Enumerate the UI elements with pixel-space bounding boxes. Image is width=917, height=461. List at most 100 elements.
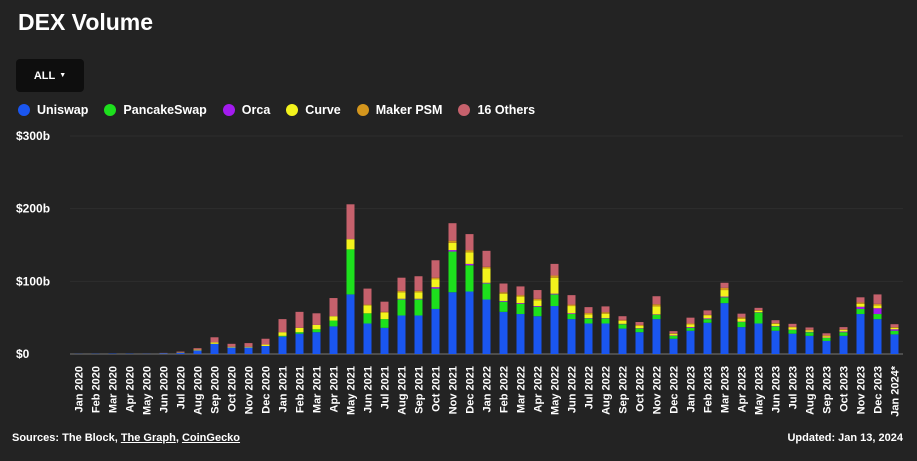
- bar-orca: [533, 306, 542, 307]
- bar-pancakeswap: [380, 319, 389, 328]
- bar-maker-psm: [601, 312, 610, 314]
- coingecko-link[interactable]: CoinGecko: [181, 432, 241, 444]
- bar-16-others: [533, 290, 542, 299]
- legend-dot-icon: [104, 104, 117, 116]
- bar-uniswap: [601, 323, 610, 354]
- bar-16-others: [193, 348, 202, 350]
- bar-pancakeswap: [465, 265, 474, 292]
- bar-curve: [295, 327, 304, 333]
- x-tick-label: Jun 2021: [363, 366, 375, 413]
- bar-uniswap: [159, 353, 168, 354]
- y-tick-label: $200b: [16, 202, 50, 216]
- bar-curve: [720, 290, 729, 297]
- bar-orca: [397, 298, 406, 300]
- bar-16-others: [329, 298, 338, 317]
- bar-pancakeswap: [312, 329, 321, 333]
- bar-curve: [584, 314, 593, 319]
- x-tick-label: Oct 2022: [635, 366, 647, 412]
- bar-uniswap: [346, 294, 355, 354]
- bar-maker-psm: [635, 324, 644, 327]
- page-title: DEX Volume: [18, 9, 154, 35]
- bar-uniswap: [329, 326, 338, 354]
- bar-curve: [703, 315, 712, 319]
- bar-pancakeswap: [873, 314, 882, 320]
- bar-uniswap: [295, 333, 304, 354]
- x-tick-label: Nov 2023: [856, 366, 868, 414]
- bar-pancakeswap: [516, 303, 525, 315]
- bar-uniswap: [448, 292, 457, 354]
- legend-item-orca[interactable]: Orca: [222, 103, 270, 117]
- bar-16-others: [550, 263, 559, 276]
- x-tick-label: Jan 2021: [278, 366, 290, 412]
- bar-maker-psm: [414, 290, 423, 293]
- bar-maker-psm: [652, 304, 661, 307]
- bar-uniswap: [380, 327, 389, 354]
- x-tick-label: Jul 2023: [788, 366, 800, 409]
- x-tick-label: Feb 2021: [295, 366, 307, 413]
- bar-maker-psm: [397, 290, 406, 293]
- bar-uniswap: [720, 303, 729, 354]
- bar-curve: [397, 292, 406, 299]
- bar-maker-psm: [822, 335, 831, 337]
- bar-maker-psm: [737, 317, 746, 319]
- bar-curve: [788, 327, 797, 330]
- legend-dot-icon: [18, 104, 30, 116]
- bar-16-others: [856, 297, 865, 303]
- legend-label: Uniswap: [37, 103, 89, 117]
- bar-16-others: [771, 320, 780, 324]
- bar-uniswap: [244, 347, 253, 354]
- legend-item-16-others[interactable]: 16 Others: [458, 103, 535, 117]
- bar-pancakeswap: [822, 338, 831, 341]
- bar-16-others: [312, 313, 321, 325]
- legend-item-curve[interactable]: Curve: [286, 103, 341, 117]
- x-tick-label: Nov 2020: [244, 366, 256, 414]
- bar-16-others: [397, 277, 406, 291]
- bar-uniswap: [363, 323, 372, 354]
- sources-prefix: Sources: The Block,: [12, 432, 121, 444]
- x-tick-label: Jan 2022: [482, 366, 494, 412]
- bar-curve: [312, 324, 321, 330]
- x-tick-label: Feb 2023: [703, 366, 715, 413]
- bar-pancakeswap: [363, 313, 372, 324]
- x-tick-label: Jun 2022: [567, 366, 579, 413]
- bar-curve: [414, 292, 423, 299]
- bar-curve: [754, 310, 763, 313]
- x-tick-label: Jan 2023: [686, 366, 698, 412]
- bar-pancakeswap: [737, 322, 746, 328]
- bar-maker-psm: [499, 292, 508, 294]
- legend-dot-icon: [286, 104, 299, 116]
- bar-curve: [227, 346, 236, 348]
- legend-item-uniswap[interactable]: Uniswap: [18, 103, 88, 117]
- bar-pancakeswap: [550, 294, 559, 307]
- bar-pancakeswap: [329, 320, 338, 327]
- bar-pancakeswap: [788, 330, 797, 334]
- the-graph-link[interactable]: The Graph: [120, 432, 176, 444]
- bar-16-others: [720, 282, 729, 288]
- bar-curve: [465, 252, 474, 264]
- legend-label: 16 Others: [477, 103, 536, 117]
- legend-item-maker-psm[interactable]: Maker PSM: [356, 103, 442, 117]
- bar-uniswap: [567, 319, 576, 354]
- bar-uniswap: [788, 333, 797, 354]
- bar-maker-psm: [431, 277, 440, 280]
- bar-pancakeswap: [584, 318, 593, 324]
- bar-16-others: [516, 286, 525, 296]
- bar-curve: [261, 344, 270, 347]
- x-tick-label: Sep 2023: [822, 366, 834, 414]
- bar-uniswap: [465, 291, 474, 354]
- x-tick-label: Apr 2021: [329, 366, 341, 412]
- legend-item-pancakeswap[interactable]: PancakeSwap: [104, 103, 207, 117]
- x-tick-label: Jun 2023: [771, 366, 783, 413]
- bar-16-others: [482, 250, 491, 267]
- time-range-filter-button[interactable]: ALL ▼: [16, 59, 84, 92]
- chart-legend: Uniswap PancakeSwap Orca Curve Maker PSM 16 O…: [18, 103, 551, 117]
- bar-16-others: [465, 234, 474, 251]
- bar-uniswap: [176, 352, 185, 354]
- y-tick-label: $100b: [16, 274, 50, 288]
- bar-maker-psm: [584, 312, 593, 315]
- bar-uniswap: [618, 328, 627, 354]
- bar-maker-psm: [550, 275, 559, 278]
- x-tick-label: Jul 2021: [380, 366, 392, 409]
- x-tick-label: Mar 2020: [108, 366, 120, 413]
